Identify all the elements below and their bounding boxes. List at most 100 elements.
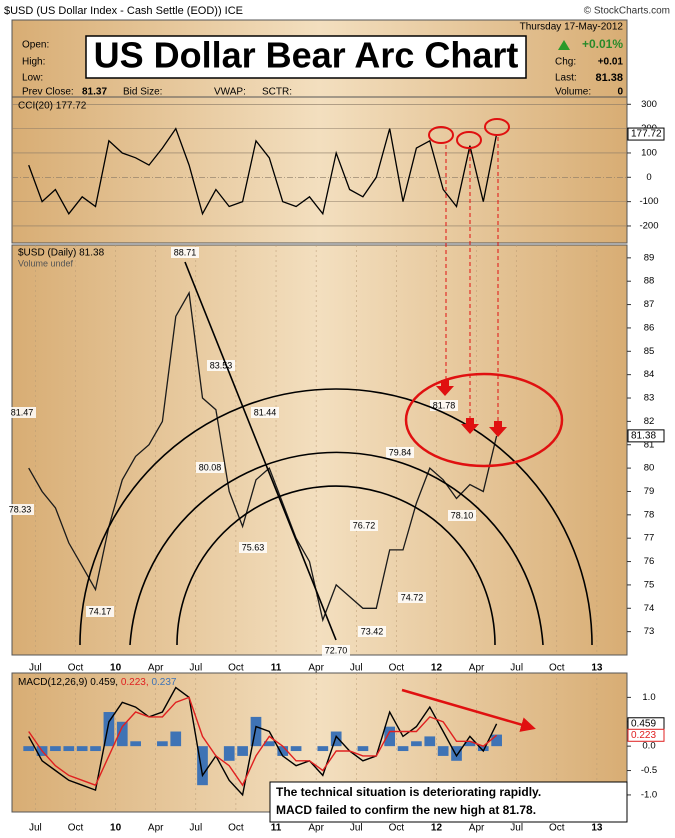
macd-line bbox=[28, 696, 498, 787]
x-tick-label: Jul bbox=[510, 823, 523, 834]
point-label-bg bbox=[171, 247, 199, 258]
histogram-bar bbox=[237, 746, 248, 756]
x-tick-label: Apr bbox=[308, 663, 324, 674]
prev-close-label: Prev Close: bbox=[22, 87, 74, 98]
x-tick-label: Apr bbox=[148, 823, 164, 834]
y-tick-label: 86 bbox=[644, 322, 655, 333]
y-tick-label: -200 bbox=[639, 220, 658, 231]
symbol-line: $USD (US Dollar Index - Cash Settle (EOD… bbox=[4, 5, 243, 17]
point-label-bg bbox=[6, 504, 34, 515]
y-tick-label: -100 bbox=[639, 196, 658, 207]
last-value-badge-bg bbox=[627, 728, 665, 742]
x-tick-label: Oct bbox=[549, 823, 565, 834]
point-label: 73.42 bbox=[361, 626, 384, 636]
trend-line bbox=[184, 261, 337, 641]
histogram-bar bbox=[477, 746, 489, 752]
cci-label: CCI(20) 177.72 bbox=[18, 101, 87, 112]
y-tick-label: 300 bbox=[641, 99, 657, 110]
down-arrows bbox=[436, 380, 507, 437]
y-tick-label: 0 bbox=[646, 172, 651, 183]
x-tick-label: Apr bbox=[148, 663, 164, 674]
histogram-bar bbox=[197, 746, 208, 786]
point-label: 81.44 bbox=[254, 407, 277, 417]
histogram-bar bbox=[317, 746, 329, 752]
point-label-bg bbox=[251, 407, 279, 418]
legend-part: 0.223, bbox=[121, 677, 149, 688]
histogram-bar bbox=[491, 734, 502, 747]
volume-note: Volume undef bbox=[18, 258, 74, 268]
open-label: Open: bbox=[22, 40, 49, 51]
macd-line bbox=[28, 686, 498, 797]
x-tick-label: Jul bbox=[29, 823, 42, 834]
point-label: 80.08 bbox=[199, 462, 222, 472]
point-label-bg bbox=[196, 462, 224, 473]
point-label-bg bbox=[430, 400, 458, 411]
point-label: 88.71 bbox=[174, 247, 197, 257]
x-tick-label: Oct bbox=[228, 663, 244, 674]
histogram-bar bbox=[76, 746, 88, 752]
point-label: 72.70 bbox=[325, 645, 348, 655]
marks: 3002001000-100-200177.727374757677787980… bbox=[6, 99, 665, 834]
prev-close: 81.37 bbox=[82, 87, 107, 98]
point-label-bg bbox=[350, 520, 378, 531]
highlight-ellipse bbox=[404, 372, 564, 468]
red-annotations bbox=[401, 118, 564, 732]
x-tick-label: Oct bbox=[389, 823, 405, 834]
cci-circle bbox=[484, 118, 510, 136]
y-tick-label: -1.0 bbox=[641, 789, 657, 800]
vwap-label: VWAP: bbox=[214, 87, 246, 98]
point-label: 81.78 bbox=[433, 400, 456, 410]
dashed-links bbox=[445, 137, 499, 424]
price-line bbox=[28, 290, 498, 623]
y-tick-label: 84 bbox=[644, 369, 655, 380]
point-label-bg bbox=[86, 606, 114, 617]
x-tick-label: Jul bbox=[189, 823, 202, 834]
y-tick-label: 88 bbox=[644, 276, 655, 287]
x-tick-label: Jul bbox=[189, 663, 202, 674]
histogram-bar bbox=[277, 746, 289, 756]
histogram-bar bbox=[157, 741, 168, 747]
point-label: 74.72 bbox=[401, 592, 424, 602]
arc bbox=[176, 485, 496, 646]
x-tick-label: 13 bbox=[591, 823, 603, 834]
point-label: 81.47 bbox=[11, 407, 34, 417]
cci-panel bbox=[11, 96, 628, 244]
x-tick-label: 10 bbox=[110, 823, 122, 834]
x-tick-label: Jul bbox=[350, 823, 363, 834]
macd-legend: MACD(12,26,9) 0.459, 0.223, 0.237 bbox=[18, 677, 177, 688]
histogram-bar bbox=[250, 716, 262, 747]
x-tick-label: Jul bbox=[29, 663, 42, 674]
point-label-bg bbox=[398, 592, 426, 603]
chg: +0.01 bbox=[598, 57, 624, 68]
point-label: 78.10 bbox=[451, 510, 474, 520]
histogram-bar bbox=[63, 746, 75, 752]
point-label-bg bbox=[239, 542, 267, 553]
arrow bbox=[461, 418, 479, 434]
point-label: 75.63 bbox=[242, 542, 265, 552]
title-box bbox=[85, 35, 527, 79]
volume: 0 bbox=[617, 87, 623, 98]
x-tick-label: Oct bbox=[389, 663, 405, 674]
point-label-bg bbox=[358, 626, 386, 637]
x-tick-label: Oct bbox=[549, 663, 565, 674]
x-tick-label: 10 bbox=[110, 663, 122, 674]
histogram-bar bbox=[411, 741, 422, 747]
x-tick-label: Jul bbox=[350, 663, 363, 674]
point-label-bg bbox=[386, 447, 414, 458]
point-label-bg bbox=[448, 510, 476, 521]
x-tick-label: Apr bbox=[469, 823, 485, 834]
histogram-bar bbox=[451, 746, 462, 761]
y-tick-label: 77 bbox=[644, 533, 655, 544]
note-line: MACD failed to confirm the new high at 8… bbox=[276, 803, 536, 817]
y-tick-label: 83 bbox=[644, 393, 655, 404]
histogram-bar bbox=[23, 746, 35, 752]
arcs bbox=[79, 261, 593, 646]
chart-title: US Dollar Bear Arc Chart bbox=[94, 35, 519, 76]
chg-label: Chg: bbox=[555, 57, 576, 68]
x-tick-label: Apr bbox=[308, 823, 324, 834]
credit: © StockCharts.com bbox=[584, 6, 670, 17]
x-tick-label: Apr bbox=[469, 663, 485, 674]
bid-size-label: Bid Size: bbox=[123, 87, 162, 98]
x-tick-label: 12 bbox=[431, 663, 443, 674]
